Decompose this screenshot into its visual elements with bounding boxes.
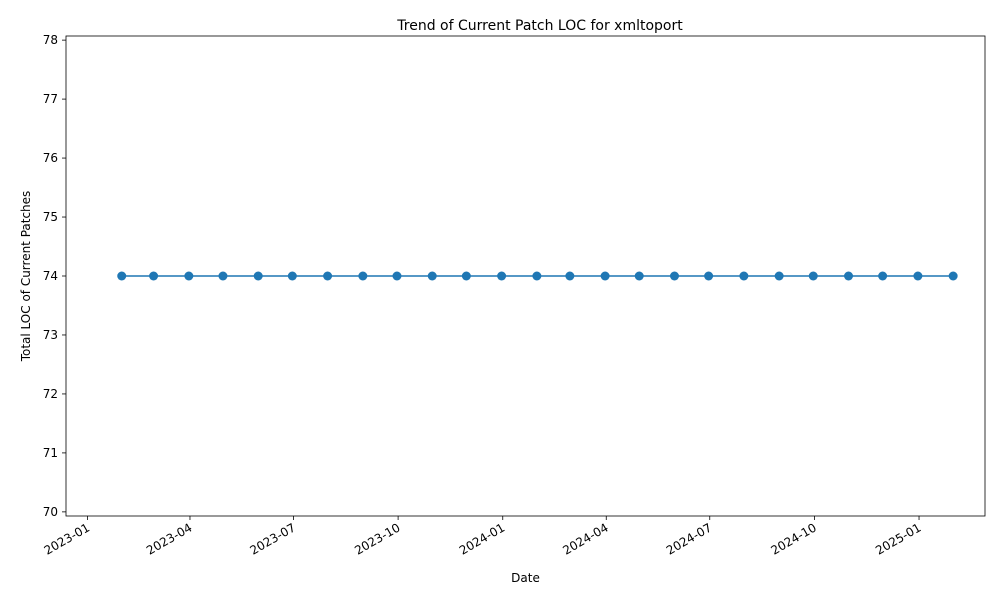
- data-point: [634, 271, 644, 281]
- y-tick-label: 72: [43, 387, 58, 401]
- data-point: [808, 271, 818, 281]
- data-point: [358, 271, 368, 281]
- y-tick-label: 76: [43, 151, 58, 165]
- data-point: [739, 271, 749, 281]
- data-point: [704, 271, 714, 281]
- x-axis-label: Date: [511, 571, 540, 585]
- data-point: [913, 271, 923, 281]
- y-tick-label: 71: [43, 446, 58, 460]
- y-tick-label: 78: [43, 33, 58, 47]
- data-point: [218, 271, 228, 281]
- data-point: [253, 271, 263, 281]
- data-point: [565, 271, 575, 281]
- series-layer: [117, 271, 958, 281]
- data-point: [427, 271, 437, 281]
- y-tick-label: 75: [43, 210, 58, 224]
- plot-area-frame: [65, 35, 986, 517]
- y-tick-label: 70: [43, 505, 58, 519]
- y-axis-ticks: 70 71 72 73 74 75 76 77 78: [43, 33, 66, 519]
- data-point: [184, 271, 194, 281]
- y-tick-label: 73: [43, 328, 58, 342]
- y-tick-label: 74: [43, 269, 58, 283]
- chart-title: Trend of Current Patch LOC for xmltoport: [396, 18, 683, 34]
- data-point: [117, 271, 127, 281]
- y-tick-label: 77: [43, 92, 58, 106]
- data-point: [878, 271, 888, 281]
- data-point: [844, 271, 854, 281]
- data-point: [532, 271, 542, 281]
- data-point: [600, 271, 610, 281]
- data-point: [948, 271, 958, 281]
- data-point: [669, 271, 679, 281]
- data-point: [774, 271, 784, 281]
- data-point: [149, 271, 159, 281]
- data-point: [323, 271, 333, 281]
- data-point: [497, 271, 507, 281]
- data-point: [287, 271, 297, 281]
- data-point: [392, 271, 402, 281]
- data-point: [461, 271, 471, 281]
- y-axis-label: Total LOC of Current Patches: [19, 191, 33, 363]
